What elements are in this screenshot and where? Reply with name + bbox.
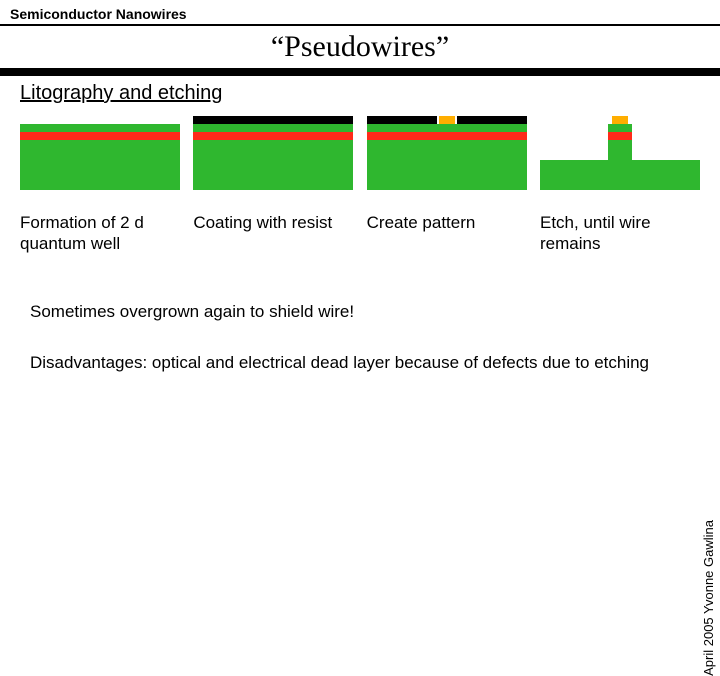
layer-black	[367, 116, 437, 124]
note-overgrown: Sometimes overgrown again to shield wire…	[30, 302, 354, 322]
caption-1: Formation of 2 d quantum well	[20, 212, 180, 255]
layer-green	[193, 124, 353, 132]
layer-green	[608, 140, 632, 160]
layer-green	[193, 140, 353, 190]
caption-3: Create pattern	[367, 212, 527, 255]
layer-black	[193, 116, 353, 124]
layer-black	[457, 116, 527, 124]
header-topic: Semiconductor Nanowires	[10, 6, 187, 22]
footer-credit: April 2005 Yvonne Gawlina	[701, 520, 716, 676]
diagram-stage-1	[20, 112, 180, 190]
slide: Semiconductor Nanowires “Pseudowires” Li…	[0, 0, 720, 540]
title-bar	[0, 68, 720, 76]
layer-green	[20, 124, 180, 132]
layer-green	[608, 124, 632, 132]
layer-green	[540, 160, 700, 190]
layer-green	[367, 124, 527, 132]
diagram-stage-3	[367, 112, 527, 190]
note-disadvantages: Disadvantages: optical and electrical de…	[30, 352, 650, 375]
diagram-stage-4	[540, 112, 700, 190]
layer-orange	[439, 116, 455, 124]
diagram-captions: Formation of 2 d quantum well Coating wi…	[20, 212, 700, 255]
caption-4: Etch, until wire remains	[540, 212, 700, 255]
layer-red	[193, 132, 353, 140]
layer-red	[608, 132, 632, 140]
layer-green	[20, 140, 180, 190]
process-diagrams	[20, 112, 700, 190]
layer-orange	[612, 116, 628, 124]
layer-red	[20, 132, 180, 140]
layer-green	[367, 140, 527, 190]
diagram-stage-2	[193, 112, 353, 190]
section-heading: Litography and etching	[20, 82, 222, 105]
page-title: “Pseudowires”	[0, 30, 720, 64]
layer-red	[367, 132, 527, 140]
header-underline	[0, 24, 720, 26]
caption-2: Coating with resist	[193, 212, 353, 255]
